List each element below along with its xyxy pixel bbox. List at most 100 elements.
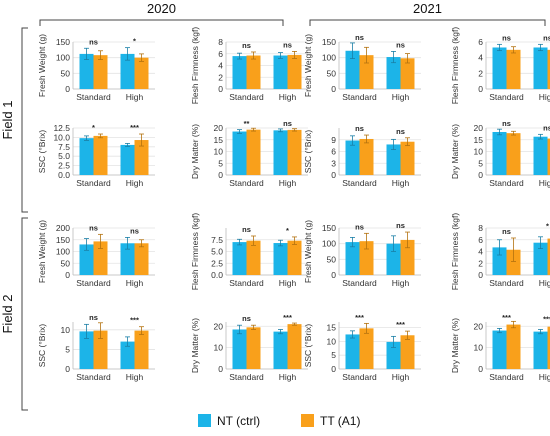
y-tick-label: 5: [331, 350, 336, 360]
bar: [401, 335, 415, 369]
bar: [247, 56, 261, 89]
y-tick-label: 20: [214, 321, 224, 331]
y-tick-label: 50: [61, 258, 71, 268]
y-tick-label: 0: [331, 170, 336, 180]
y-tick-label: 2: [478, 68, 483, 78]
significance-label: ns: [502, 33, 511, 42]
bar: [274, 243, 288, 275]
significance-label: ns: [502, 119, 511, 128]
y-tick-label: 20: [474, 123, 484, 133]
bar: [493, 47, 507, 89]
bar: [507, 325, 521, 369]
bar: [233, 329, 247, 369]
y-tick-label: 150: [56, 235, 70, 245]
y-tick-label: 50: [327, 68, 337, 78]
y-axis-label: Dry Matter (%): [190, 318, 200, 373]
x-tick-label: High: [126, 278, 144, 288]
x-tick-label: Standard: [489, 178, 524, 188]
significance-label: ***: [543, 315, 550, 324]
y-tick-label: 150: [322, 223, 336, 233]
y-tick-label: 0.0: [211, 270, 223, 280]
y-tick-label: 7.5: [211, 235, 223, 245]
x-tick-label: Standard: [489, 92, 524, 102]
significance-label: ***: [283, 313, 292, 322]
year-label: 2021: [413, 1, 442, 16]
y-tick-label: 10: [474, 343, 484, 353]
legend: NT (ctrl)TT (A1): [198, 414, 360, 428]
y-tick-label: 3: [331, 158, 336, 168]
y-tick-label: 4: [478, 247, 483, 257]
y-tick-label: 0.0: [58, 170, 70, 180]
bar: [360, 328, 374, 369]
y-tick-label: 0: [478, 84, 483, 94]
x-tick-label: Standard: [76, 178, 111, 188]
bar: [534, 47, 548, 89]
y-tick-label: 0: [331, 84, 336, 94]
y-tick-label: 10: [61, 325, 71, 335]
y-axis-label: SSC (°Brix): [303, 130, 313, 174]
y-tick-label: 20: [474, 321, 484, 331]
y-tick-label: 8: [218, 37, 223, 47]
y-axis-label: SSC (°Brix): [303, 324, 313, 368]
bar: [274, 56, 288, 89]
bar: [135, 243, 149, 275]
bar: [274, 332, 288, 369]
significance-label: ns: [130, 226, 139, 235]
y-tick-label: 0: [478, 364, 483, 374]
x-tick-label: Standard: [76, 92, 111, 102]
y-tick-label: 2: [478, 258, 483, 268]
bar: [401, 142, 415, 175]
x-tick-label: High: [279, 278, 297, 288]
bar: [288, 324, 302, 369]
significance-label: ***: [355, 313, 364, 322]
x-tick-label: Standard: [342, 278, 377, 288]
y-tick-label: 0: [331, 270, 336, 280]
bar: [80, 138, 94, 175]
y-tick-label: 8: [478, 223, 483, 233]
bar: [493, 331, 507, 369]
significance-label: ns: [242, 41, 251, 50]
y-tick-label: 15: [327, 323, 337, 333]
significance-label: ns: [396, 221, 405, 230]
y-tick-label: 5: [218, 158, 223, 168]
x-tick-label: High: [539, 178, 550, 188]
legend-label: NT (ctrl): [217, 414, 260, 428]
x-tick-label: High: [539, 92, 550, 102]
significance-label: ns: [355, 33, 364, 42]
significance-label: *: [286, 226, 289, 235]
y-axis-label: Dry Matter (%): [450, 318, 460, 373]
y-axis-label: Dry Matter (%): [190, 124, 200, 179]
y-tick-label: 0: [478, 270, 483, 280]
y-tick-label: 5.0: [211, 247, 223, 257]
x-tick-label: High: [126, 92, 144, 102]
y-tick-label: 100: [322, 53, 336, 63]
bar: [288, 55, 302, 89]
y-tick-label: 20: [214, 123, 224, 133]
bar: [233, 132, 247, 175]
x-tick-label: Standard: [76, 278, 111, 288]
x-tick-label: Standard: [342, 372, 377, 382]
y-tick-label: 6: [478, 235, 483, 245]
y-axis-label: Dry Matter (%): [450, 124, 460, 179]
y-tick-label: 15: [474, 135, 484, 145]
bar: [233, 242, 247, 275]
y-axis-label: SSC (°Brix): [37, 130, 47, 174]
y-axis-label: Fresh Weight (g): [303, 34, 313, 97]
bar: [346, 334, 360, 369]
bar: [121, 145, 135, 175]
x-tick-label: High: [392, 92, 410, 102]
y-axis-label: Flesh Firmness (kgf): [450, 27, 460, 105]
y-tick-label: 10: [214, 147, 224, 157]
y-tick-label: 6: [478, 37, 483, 47]
